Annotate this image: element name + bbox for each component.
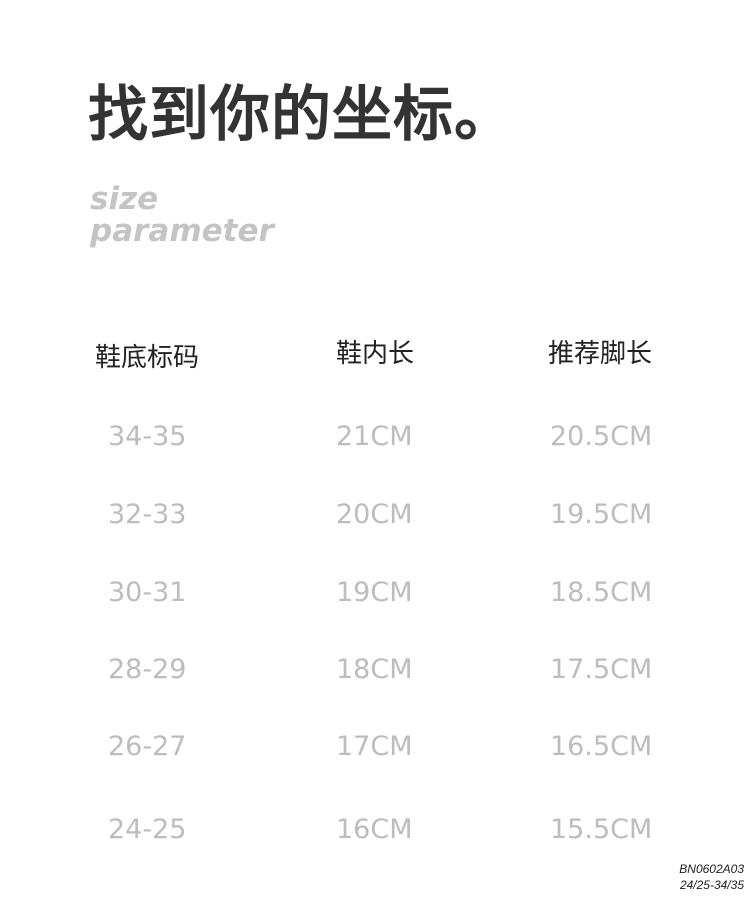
foot-length-cell: 18.5CM — [550, 577, 653, 608]
foot-length-cell: 20.5CM — [550, 421, 653, 452]
product-code-line-1: BN0602A03 — [679, 862, 744, 876]
insole-length-cell: 21CM — [336, 421, 413, 452]
sole-size-cell: 34-35 — [108, 421, 187, 452]
product-code-line-2: 24/25-34/35 — [679, 878, 744, 892]
subtitle-line-2: parameter — [90, 213, 274, 249]
insole-length-cell: 20CM — [336, 499, 413, 530]
product-code: BN0602A03 24/25-34/35 — [679, 861, 744, 893]
foot-length-cell: 15.5CM — [550, 814, 653, 845]
sole-size-cell: 28-29 — [108, 654, 187, 685]
foot-length-cell: 16.5CM — [550, 731, 653, 762]
header-recommended-foot-length: 推荐脚长 — [548, 339, 653, 369]
sole-size-cell: 24-25 — [108, 814, 187, 845]
header-insole-length: 鞋内长 — [336, 339, 415, 369]
insole-length-cell: 17CM — [336, 731, 413, 762]
sole-size-cell: 32-33 — [108, 499, 187, 530]
page-title: 找到你的坐标。 — [88, 80, 515, 150]
insole-length-cell: 19CM — [336, 577, 413, 608]
sole-size-cell: 26-27 — [108, 731, 187, 762]
foot-length-cell: 19.5CM — [550, 499, 653, 530]
sole-size-cell: 30-31 — [108, 577, 187, 608]
foot-length-cell: 17.5CM — [550, 654, 653, 685]
insole-length-cell: 18CM — [336, 654, 413, 685]
subtitle-line-1: size — [90, 181, 159, 217]
insole-length-cell: 16CM — [336, 814, 413, 845]
subtitle: size parameter — [90, 183, 274, 247]
header-sole-size: 鞋底标码 — [95, 343, 200, 373]
